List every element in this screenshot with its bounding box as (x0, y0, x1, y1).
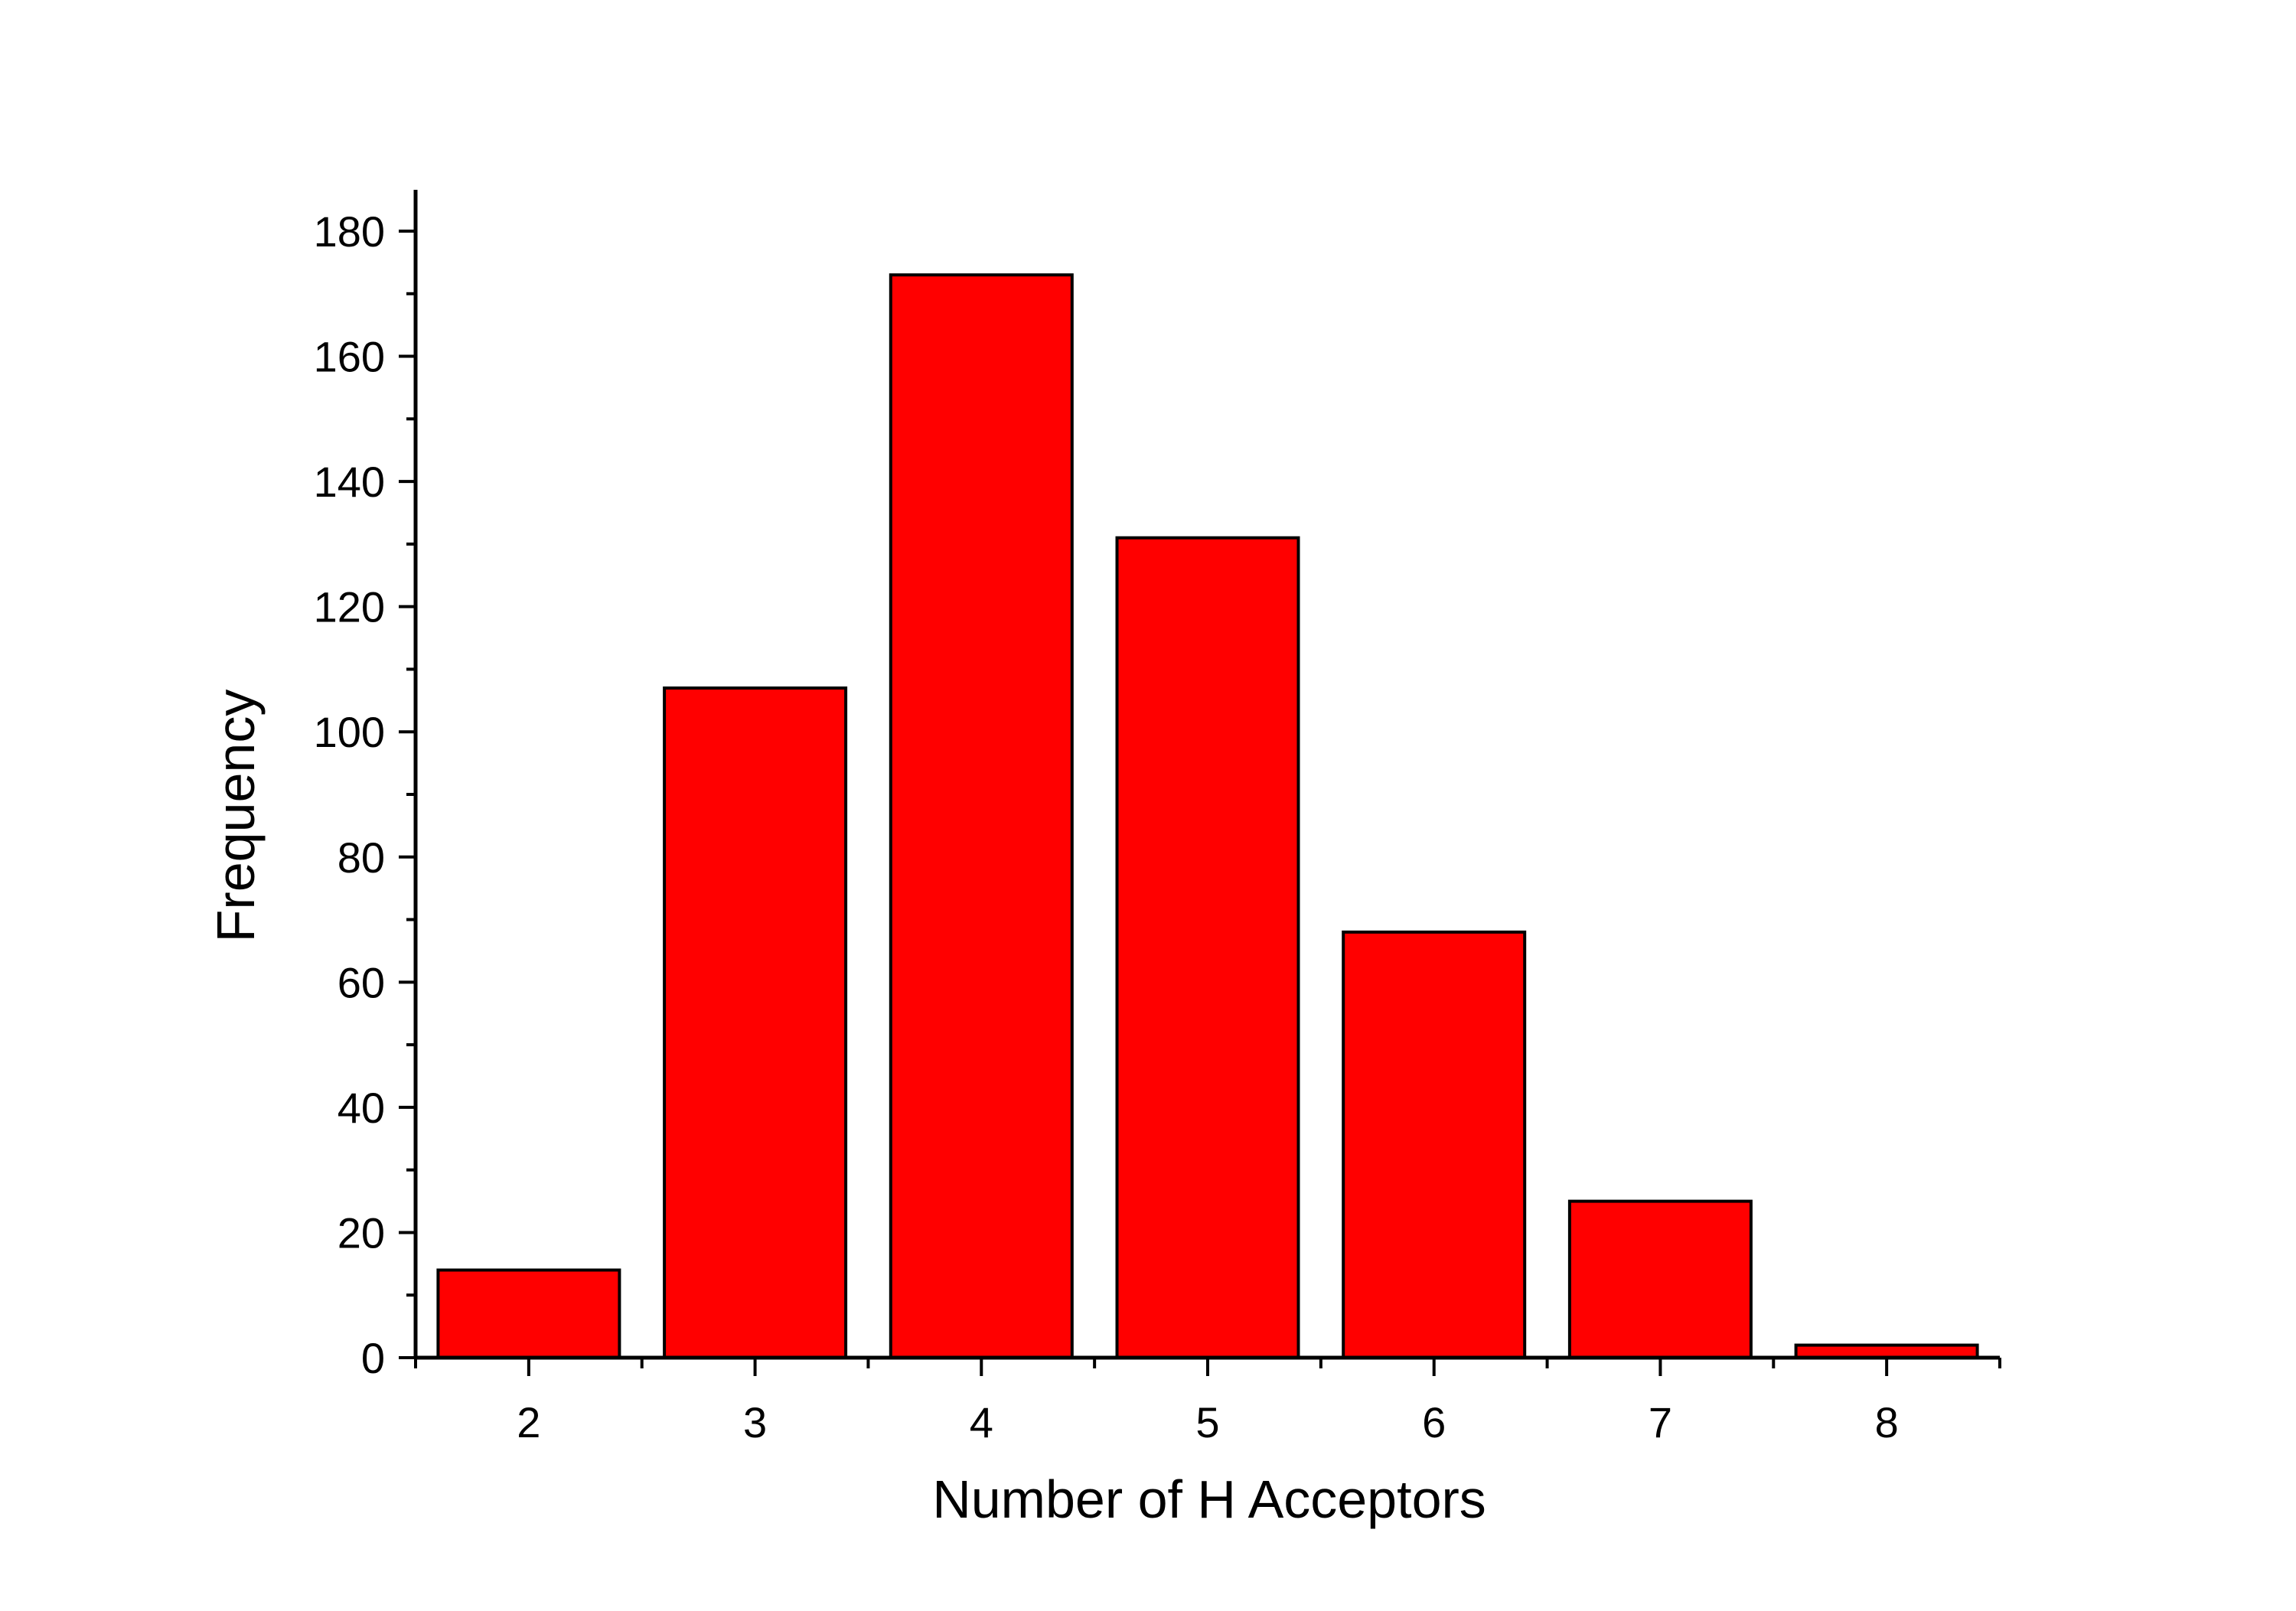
bar-2 (436, 1268, 621, 1359)
bar-4 (889, 273, 1074, 1360)
bar-5 (1115, 536, 1300, 1360)
x-tick-label: 5 (1195, 1398, 1219, 1446)
x-tick-label: 2 (517, 1398, 540, 1446)
labels-layer: 0 20 40 60 80 100 120 140 160 180 2 3 4 5 6 7 8 (314, 207, 1899, 1446)
y-tick-label: 160 (314, 333, 385, 381)
y-tick-label: 40 (338, 1084, 385, 1132)
y-tick-label: 20 (338, 1208, 385, 1257)
y-tick-label: 100 (314, 708, 385, 756)
bar-3 (663, 686, 848, 1359)
x-tick-label: 6 (1422, 1398, 1446, 1446)
axes-layer (399, 190, 2001, 1376)
bar-6 (1342, 930, 1527, 1359)
y-tick-label: 80 (338, 833, 385, 882)
x-tick-label: 8 (1875, 1398, 1899, 1446)
y-tick-label: 0 (361, 1334, 385, 1382)
y-tick-label: 60 (338, 958, 385, 1006)
bar-7 (1567, 1199, 1753, 1359)
x-axis-title: Number of H Acceptors (932, 1469, 1486, 1529)
y-tick-label: 140 (314, 458, 385, 506)
y-axis-title: Frequency (206, 690, 266, 943)
x-tick-label: 3 (743, 1398, 767, 1446)
y-tick-label: 120 (314, 583, 385, 631)
bars-layer (436, 273, 1979, 1360)
x-tick-label: 4 (970, 1398, 993, 1446)
y-tick-label: 180 (314, 207, 385, 256)
x-tick-label: 7 (1649, 1398, 1672, 1446)
